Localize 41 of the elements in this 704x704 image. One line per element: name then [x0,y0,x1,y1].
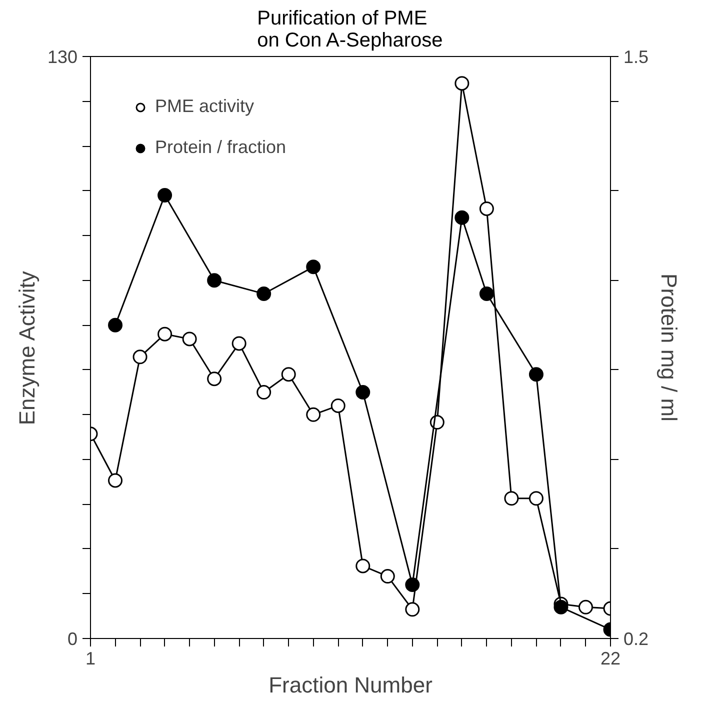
point [182,332,197,346]
point [108,473,123,488]
point [330,398,346,413]
point [405,602,420,617]
point [504,491,519,506]
point [132,350,148,364]
y2-axis-title: Protein mg / ml [656,274,682,422]
point [405,578,420,592]
chart-title: Purification of PME on Con A-Sepharose [257,8,443,52]
y-tick-label: 130 [47,47,78,67]
point [356,558,370,574]
point [256,286,272,302]
point [454,210,470,225]
x-tick-label: 22 [600,648,621,668]
point [454,76,470,91]
point [207,273,222,288]
y-axis-title: Enzyme Activity [14,271,40,426]
point [528,367,544,382]
point [528,491,544,506]
point [158,326,172,342]
point [578,600,593,614]
y2-tick-label: 1.5 [624,47,649,67]
x-tick-label: 1 [85,648,96,668]
point [281,367,296,382]
y-tick-label: 0 [67,629,78,649]
point [158,188,172,203]
point [207,372,222,386]
point [479,201,494,216]
point [356,385,370,400]
y2-tick-label: 0.2 [624,629,649,649]
point [232,336,246,351]
point [306,260,321,274]
point [479,286,494,302]
x-axis-title: Fraction Number [268,672,432,698]
point [108,318,123,332]
point [256,385,272,400]
legend-label: PME activity [155,96,254,117]
legend-label: Protein / fraction [155,137,286,158]
point [380,569,395,584]
point [554,600,568,614]
point [306,407,321,422]
